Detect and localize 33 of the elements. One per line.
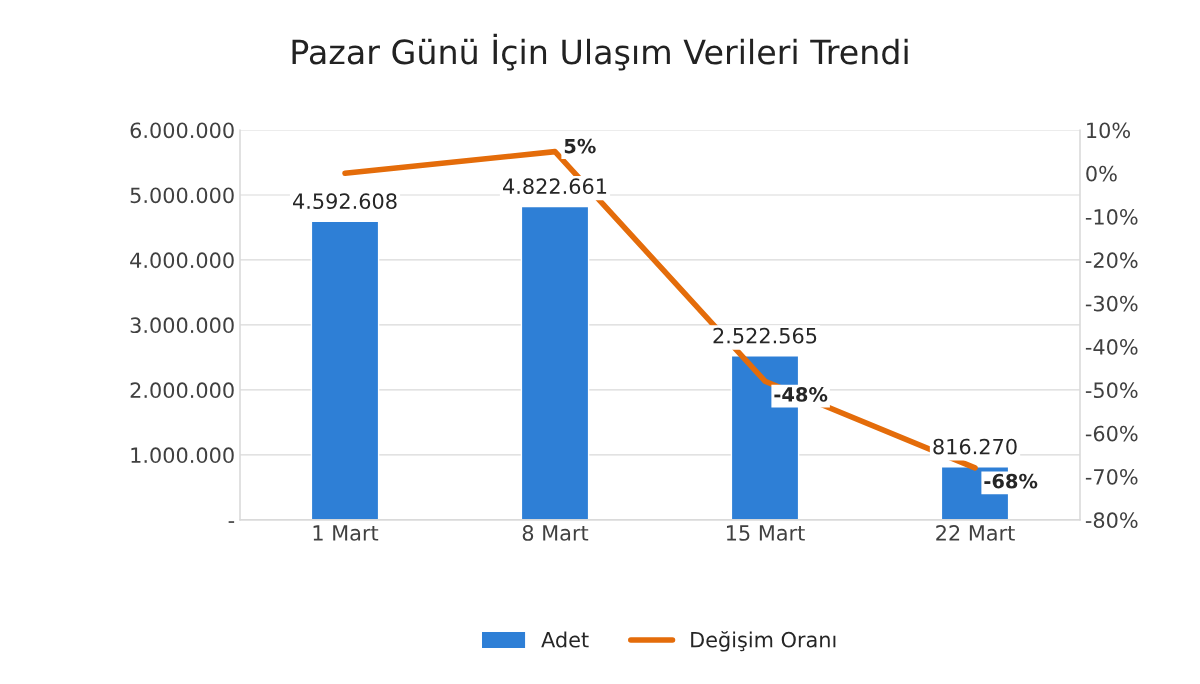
bar [520, 205, 590, 520]
chart-title: Pazar Günü İçin Ulaşım Verileri Trendi [292, 33, 908, 71]
data-label: 2.522.565 [713, 327, 817, 344]
y-tick-label: 3.000.000 [130, 317, 234, 334]
data-label: 4.592.608 [293, 193, 397, 210]
x-tick-label: 8 Mart [522, 525, 589, 541]
y-tick-label: 1.000.000 [131, 447, 234, 464]
y-tick-label: 2.000.000 [130, 382, 234, 399]
y-tick-label: 5.000.000 [130, 187, 234, 204]
y-tick-label: 6.000.000 [130, 122, 234, 139]
y2-tick-label: -80% [1085, 512, 1138, 529]
data-label: -48% [774, 387, 828, 402]
y2-tick-label: -50% [1085, 382, 1138, 399]
y2-tick-label: -20% [1085, 252, 1138, 269]
legend-label: Adet [541, 631, 589, 648]
data-label: 4.822.661 [503, 178, 607, 195]
x-tick-label: 22 Mart [936, 525, 1015, 541]
y2-tick-label: -60% [1085, 425, 1138, 442]
y2-tick-label: -40% [1085, 339, 1138, 355]
y2-tick-label: -10% [1085, 209, 1138, 225]
bar [310, 220, 380, 520]
y2-tick-label: -70% [1085, 468, 1138, 485]
y-tick-label: 4.000.000 [130, 252, 234, 269]
data-label: 5% [564, 138, 596, 154]
y-tick-label: - [228, 521, 235, 523]
legend-label: Değişim Oranı [691, 630, 836, 652]
x-tick-label: 1 Mart [313, 525, 379, 541]
y2-tick-label: 0% [1086, 165, 1117, 182]
data-label: -68% [984, 473, 1038, 489]
y2-tick-label: 10% [1087, 122, 1131, 139]
x-tick-label: 15 Mart [726, 525, 805, 541]
data-label: 816.270 [933, 438, 1017, 455]
y2-tick-label: -30% [1085, 295, 1138, 312]
